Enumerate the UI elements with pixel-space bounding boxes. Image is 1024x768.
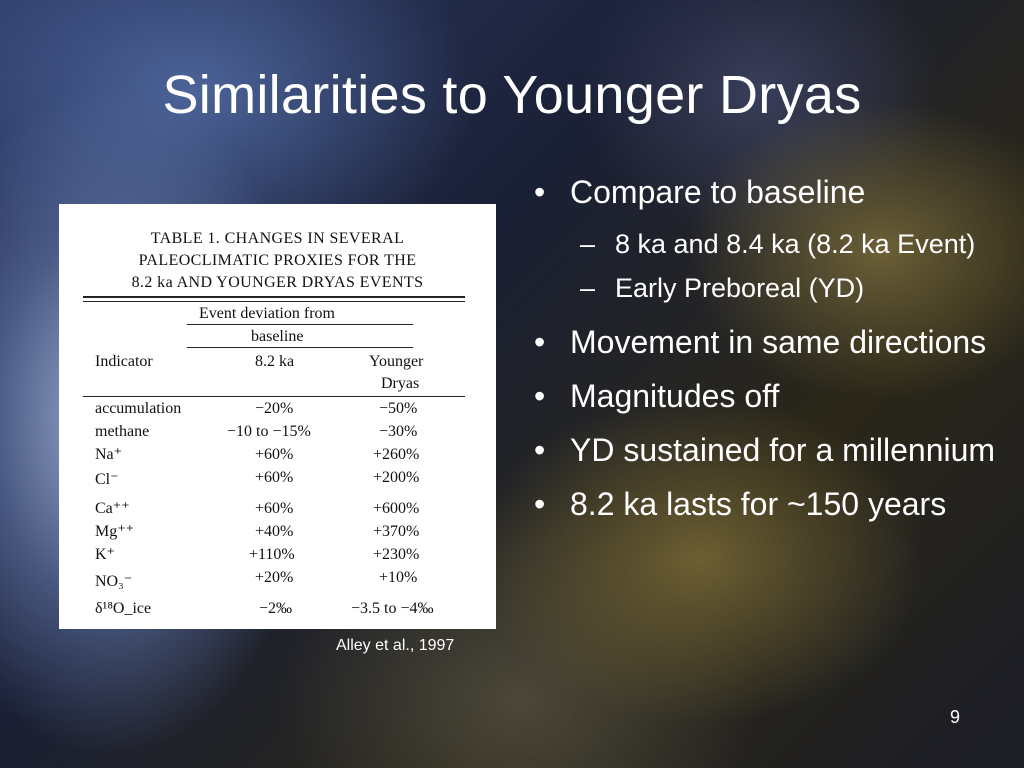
header-younger-dryas: Younger — [369, 353, 424, 370]
cell-8-2-ka: +110% — [249, 546, 295, 563]
bullet-marker: • — [534, 324, 546, 360]
cell-younger-dryas: −50% — [379, 400, 418, 417]
group-header-rule — [187, 324, 413, 325]
table-citation: Alley et al., 1997 — [336, 637, 455, 654]
cell-indicator: Na⁺ — [95, 446, 123, 463]
header-rule — [83, 396, 465, 397]
sub-bullet-marker: – — [580, 229, 596, 259]
cell-8-2-ka: +60% — [255, 469, 294, 486]
sub-bullet-item: – 8 ka and 8.4 ka (8.2 ka Event) — [530, 224, 1000, 264]
cell-8-2-ka: −2‰ — [259, 600, 293, 617]
cell-younger-dryas: +10% — [379, 569, 418, 586]
sub-bullet-item: – Early Preboreal (YD) — [530, 268, 1000, 308]
cell-younger-dryas: −3.5 to −4‰ — [351, 600, 434, 617]
bullet-item: • YD sustained for a millennium — [530, 428, 1000, 472]
bullet-text: 8.2 ka lasts for ~150 years — [570, 486, 947, 522]
slide-title: Similarities to Younger Dryas — [162, 65, 862, 125]
table-caption-line: PALEOCLIMATIC PROXIES FOR THE — [138, 252, 417, 269]
cell-younger-dryas: +370% — [373, 523, 420, 540]
group-header: baseline — [251, 328, 304, 345]
cell-indicator: accumulation — [95, 400, 182, 417]
cell-8-2-ka: +60% — [255, 446, 294, 463]
cell-8-2-ka: +60% — [255, 500, 294, 517]
bullet-text: Movement in same directions — [570, 324, 987, 360]
cell-indicator: NO₃⁻ — [95, 573, 133, 590]
sub-bullet-marker: – — [580, 273, 596, 303]
cell-8-2-ka: +40% — [255, 523, 294, 540]
bullet-item: • Compare to baseline — [530, 170, 1000, 214]
table-top-rule — [83, 296, 465, 298]
table-caption-line: 8.2 ka AND YOUNGER DRYAS EVENTS — [131, 274, 424, 291]
bullet-item: • 8.2 ka lasts for ~150 years — [530, 482, 1000, 526]
header-younger-dryas: Dryas — [381, 375, 420, 392]
bullet-marker: • — [534, 486, 546, 522]
header-indicator: Indicator — [95, 353, 153, 370]
cell-8-2-ka: −20% — [255, 400, 294, 417]
bullet-text: Magnitudes off — [570, 378, 780, 414]
bullet-item: • Movement in same directions — [530, 320, 1000, 364]
cell-8-2-ka: +20% — [255, 569, 294, 586]
sub-bullet-text: Early Preboreal (YD) — [615, 273, 865, 303]
cell-indicator: K⁺ — [95, 546, 115, 563]
page-number: 9 — [950, 707, 961, 727]
bullet-list: • Compare to baseline – 8 ka and 8.4 ka … — [530, 170, 1000, 536]
cell-younger-dryas: +200% — [373, 469, 420, 486]
cell-younger-dryas: +260% — [373, 446, 420, 463]
cell-younger-dryas: −30% — [379, 423, 418, 440]
table-top-rule — [83, 301, 465, 302]
group-header-rule — [187, 347, 413, 348]
table-caption-line: TABLE 1. CHANGES IN SEVERAL — [150, 230, 405, 247]
cell-8-2-ka: −10 to −15% — [227, 423, 311, 440]
bullet-marker: • — [534, 174, 546, 210]
cell-indicator: Ca⁺⁺ — [95, 500, 130, 517]
bullet-item: • Magnitudes off — [530, 374, 1000, 418]
cell-indicator: Cl⁻ — [95, 471, 119, 488]
sub-bullet-text: 8 ka and 8.4 ka (8.2 ka Event) — [615, 229, 976, 259]
header-8-2-ka: 8.2 ka — [255, 353, 295, 370]
paleoclimate-table-image: TABLE 1. CHANGES IN SEVERAL PALEOCLIMATI… — [59, 204, 496, 629]
cell-indicator: δ¹⁸O_ice — [95, 600, 152, 617]
cell-younger-dryas: +600% — [373, 500, 420, 517]
cell-indicator: Mg⁺⁺ — [95, 523, 135, 540]
cell-indicator: methane — [95, 423, 150, 440]
bullet-text: Compare to baseline — [570, 174, 866, 210]
group-header: Event deviation from — [199, 305, 335, 322]
bullet-marker: • — [534, 378, 546, 414]
cell-younger-dryas: +230% — [373, 546, 420, 563]
bullet-text: YD sustained for a millennium — [570, 432, 996, 468]
table-caption: TABLE 1. CHANGES IN SEVERAL PALEOCLIMATI… — [59, 228, 496, 294]
bullet-marker: • — [534, 432, 546, 468]
